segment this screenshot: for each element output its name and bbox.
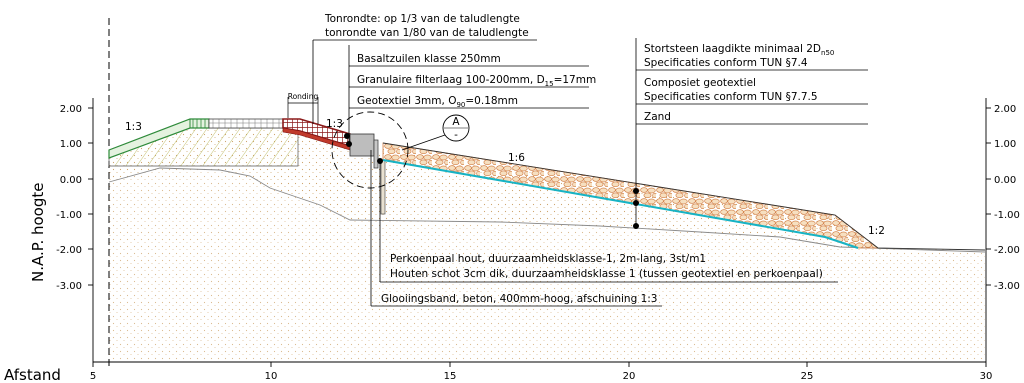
y-tick-label-right: 1.00 bbox=[994, 139, 1016, 150]
annotation-revetment-stack: Basaltzuilen klasse 250mm Granulaire fil… bbox=[348, 45, 596, 144]
stortsteen-line-1-main: Stortsteen laagdikte minimaal 2D bbox=[644, 43, 821, 55]
glooiing-text: Glooiingsband, beton, 400mm-hoog, afschu… bbox=[381, 293, 657, 305]
crest-pavement bbox=[208, 118, 284, 129]
annotation-stake-board: Perkoenpaal hout, duurzaamheidsklasse-1,… bbox=[379, 161, 838, 283]
y-tick-label: 1.00 bbox=[60, 139, 82, 150]
x-tick-label: 15 bbox=[444, 371, 457, 382]
y-tick-label-right: -3.00 bbox=[994, 281, 1020, 292]
y-tick-label-right: -1.00 bbox=[994, 210, 1020, 221]
filter-text-main: Granulaire filterlaag 100-200mm, D bbox=[357, 74, 545, 86]
perkoen-text: Perkoenpaal hout, duurzaamheidsklasse-1,… bbox=[390, 253, 706, 265]
y-axis-title: N.A.P. hoogte bbox=[29, 183, 47, 283]
subsoil-sand bbox=[109, 168, 985, 360]
zand-text: Zand bbox=[644, 111, 671, 123]
x-tick-label: 20 bbox=[623, 371, 636, 382]
x-axis: Afstand 5 10 15 20 25 30 bbox=[4, 361, 993, 383]
composiet-line-1: Composiet geotextiel bbox=[644, 77, 756, 89]
stake bbox=[380, 159, 386, 215]
filter-text-sub: 15 bbox=[545, 80, 554, 88]
slope-label-basalt: 1:3 bbox=[326, 118, 343, 130]
y-axis-left: 2.00 1.00 0.00 -1.00 -2.00 -3.00 bbox=[56, 98, 94, 362]
basalt-text: Basaltzuilen klasse 250mm bbox=[357, 53, 501, 65]
grass-cap bbox=[189, 118, 210, 129]
y-tick-label: -2.00 bbox=[56, 245, 82, 256]
geotextiel-text-main: Geotextiel 3mm, O bbox=[357, 95, 456, 107]
annotation-tonrondte: Tonrondte: op 1/3 van de taludlengte ton… bbox=[312, 13, 537, 124]
x-tick-label: 10 bbox=[265, 371, 278, 382]
schot-text: Houten schot 3cm dik, duurzaamheidsklass… bbox=[390, 268, 823, 280]
detail-circle bbox=[331, 111, 409, 189]
detail-ref-letter: A bbox=[452, 116, 460, 128]
stortsteen-line-1-sub: n50 bbox=[821, 49, 834, 57]
y-tick-label: 0.00 bbox=[60, 175, 82, 186]
composiet-line-2: Specificaties conform TUN §7.7.5 bbox=[644, 91, 818, 103]
annotation-rockfill-stack: Stortsteen laagdikte minimaal 2Dn50 Spec… bbox=[635, 38, 868, 226]
detail-ref-sub: - bbox=[454, 129, 458, 141]
concrete-toe-band bbox=[349, 133, 375, 157]
stortsteen-line-2: Specificaties conform TUN §7.4 bbox=[644, 57, 808, 69]
slope-label-main: 1:6 bbox=[508, 152, 525, 164]
geotextile-line bbox=[382, 159, 859, 249]
slope-label-crest: 1:3 bbox=[125, 121, 142, 133]
annotation-toe-band: Glooiingsband, beton, 400mm-hoog, afschu… bbox=[370, 150, 662, 307]
geotextiel-text: Geotextiel 3mm, O90=0.18mm bbox=[357, 95, 518, 109]
x-tick-label: 25 bbox=[801, 371, 814, 382]
y-tick-label-right: -2.00 bbox=[994, 245, 1020, 256]
x-tick-label: 5 bbox=[90, 371, 96, 382]
geotextiel-text-tail: =0.18mm bbox=[465, 95, 518, 107]
x-tick-label: 30 bbox=[980, 371, 993, 382]
wooden-board bbox=[373, 139, 379, 169]
slope-label-toe: 1:2 bbox=[868, 225, 885, 237]
y-tick-label: -1.00 bbox=[56, 210, 82, 221]
original-ground-line bbox=[108, 167, 986, 253]
stortsteen-line-1: Stortsteen laagdikte minimaal 2Dn50 bbox=[644, 43, 834, 57]
x-axis-title: Afstand bbox=[4, 366, 61, 383]
tonrondte-line-1: Tonrondte: op 1/3 van de taludlengte bbox=[324, 13, 520, 25]
y-tick-label: 2.00 bbox=[60, 104, 82, 115]
ronding-label: Ronding bbox=[288, 92, 319, 101]
filter-text: Granulaire filterlaag 100-200mm, D15=17m… bbox=[357, 74, 596, 88]
filter-text-tail: =17mm bbox=[554, 74, 597, 86]
detail-ref-leader bbox=[401, 134, 446, 151]
y-axis-right: 2.00 1.00 0.00 -1.00 -2.00 -3.00 bbox=[985, 98, 1020, 362]
geotextiel-text-sub: 90 bbox=[456, 101, 465, 109]
y-tick-label-right: 2.00 bbox=[994, 104, 1016, 115]
y-tick-label-right: 0.00 bbox=[994, 175, 1016, 186]
y-tick-label: -3.00 bbox=[56, 281, 82, 292]
tonrondte-line-2: tonrondte van 1/80 van de taludlengte bbox=[325, 27, 529, 39]
slope-surface bbox=[382, 142, 986, 251]
